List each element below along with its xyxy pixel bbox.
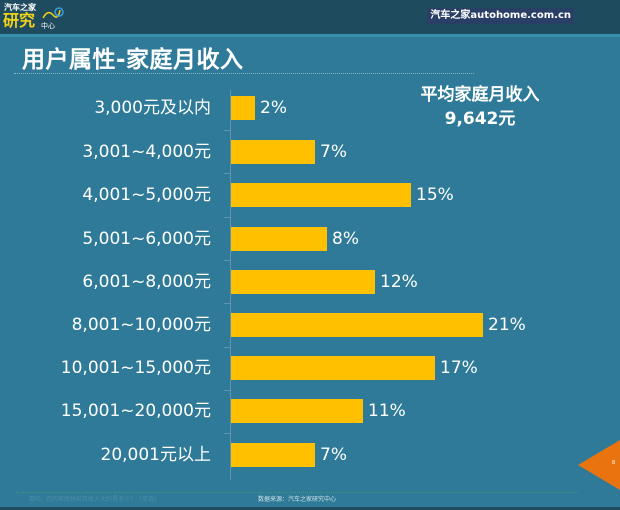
logo: 汽车之家 研究 中心: [2, 2, 64, 34]
bar: [231, 356, 435, 380]
logo-top-text: 汽车之家: [4, 3, 36, 12]
chart-row: 6,001~8,000元 12%: [0, 270, 620, 294]
category-label: 4,001~5,000元: [82, 185, 211, 205]
axis-tick: [224, 303, 230, 304]
bar: [231, 443, 315, 467]
chart-row: 20,001元以上 7%: [0, 443, 620, 467]
logo-main-text: 研究: [3, 11, 36, 30]
value-label: 12%: [380, 272, 418, 292]
axis-tick: [224, 347, 230, 348]
category-label: 3,000元及以内: [94, 98, 211, 118]
category-label: 20,001元以上: [100, 445, 211, 465]
bar: [231, 183, 411, 207]
average-income-callout: 平均家庭月收入 9,642元: [380, 85, 580, 131]
category-label: 8,001~10,000元: [71, 315, 211, 335]
average-income-label: 平均家庭月收入: [420, 85, 540, 105]
header-bar: 汽车之家 研究 中心 汽车之家autohome.com.cn: [0, 0, 620, 34]
chart-row: 15,001~20,000元 11%: [0, 399, 620, 423]
header-stripe: [0, 34, 620, 37]
page-number-badge: [578, 440, 620, 490]
value-label: 21%: [488, 315, 526, 335]
value-label: 17%: [440, 358, 478, 378]
axis-tick: [224, 130, 230, 131]
axis-tick: [224, 173, 230, 174]
bottom-strip: [0, 507, 620, 510]
survey-question: 请问，您的家庭税前月收入大约是多少？（单选）: [28, 496, 161, 503]
brand-label: 汽车之家autohome.com.cn: [427, 8, 574, 24]
category-axis: [230, 90, 231, 480]
axis-tick: [224, 433, 230, 434]
chart-row: 8,001~10,000元 21%: [0, 313, 620, 337]
average-income-value: 9,642元: [444, 109, 516, 129]
page-title: 用户属性-家庭月收入: [22, 47, 244, 73]
category-label: 5,001~6,000元: [82, 229, 211, 249]
value-label: 2%: [260, 98, 287, 118]
value-label: 7%: [320, 142, 347, 162]
category-label: 10,001~15,000元: [60, 358, 211, 378]
value-label: 15%: [416, 185, 454, 205]
value-label: 8%: [332, 229, 359, 249]
bar: [231, 227, 327, 251]
category-label: 6,001~8,000元: [82, 272, 211, 292]
category-label: 3,001~4,000元: [82, 142, 211, 162]
value-label: 11%: [368, 401, 406, 421]
bar: [231, 96, 255, 120]
value-label: 7%: [320, 445, 347, 465]
bar: [231, 399, 363, 423]
bar: [231, 313, 483, 337]
chart-row: 3,000元及以内 2%: [0, 96, 620, 120]
bar: [231, 140, 315, 164]
title-divider: [14, 73, 474, 74]
axis-tick: [224, 217, 230, 218]
swirl-icon: [42, 7, 64, 19]
category-label: 15,001~20,000元: [60, 401, 211, 421]
axis-tick: [224, 260, 230, 261]
axis-tick: [224, 390, 230, 391]
page-number: 8: [612, 460, 616, 466]
chart-row: 5,001~6,000元 8%: [0, 227, 620, 251]
bar: [231, 270, 375, 294]
chart-row: 4,001~5,000元 15%: [0, 183, 620, 207]
data-source: 数据来源：汽车之家研究中心: [258, 496, 337, 503]
chart-row: 10,001~15,000元 17%: [0, 356, 620, 380]
chart-row: 3,001~4,000元 7%: [0, 140, 620, 164]
logo-sub-text: 中心: [41, 22, 55, 30]
footer-divider: [16, 492, 578, 493]
